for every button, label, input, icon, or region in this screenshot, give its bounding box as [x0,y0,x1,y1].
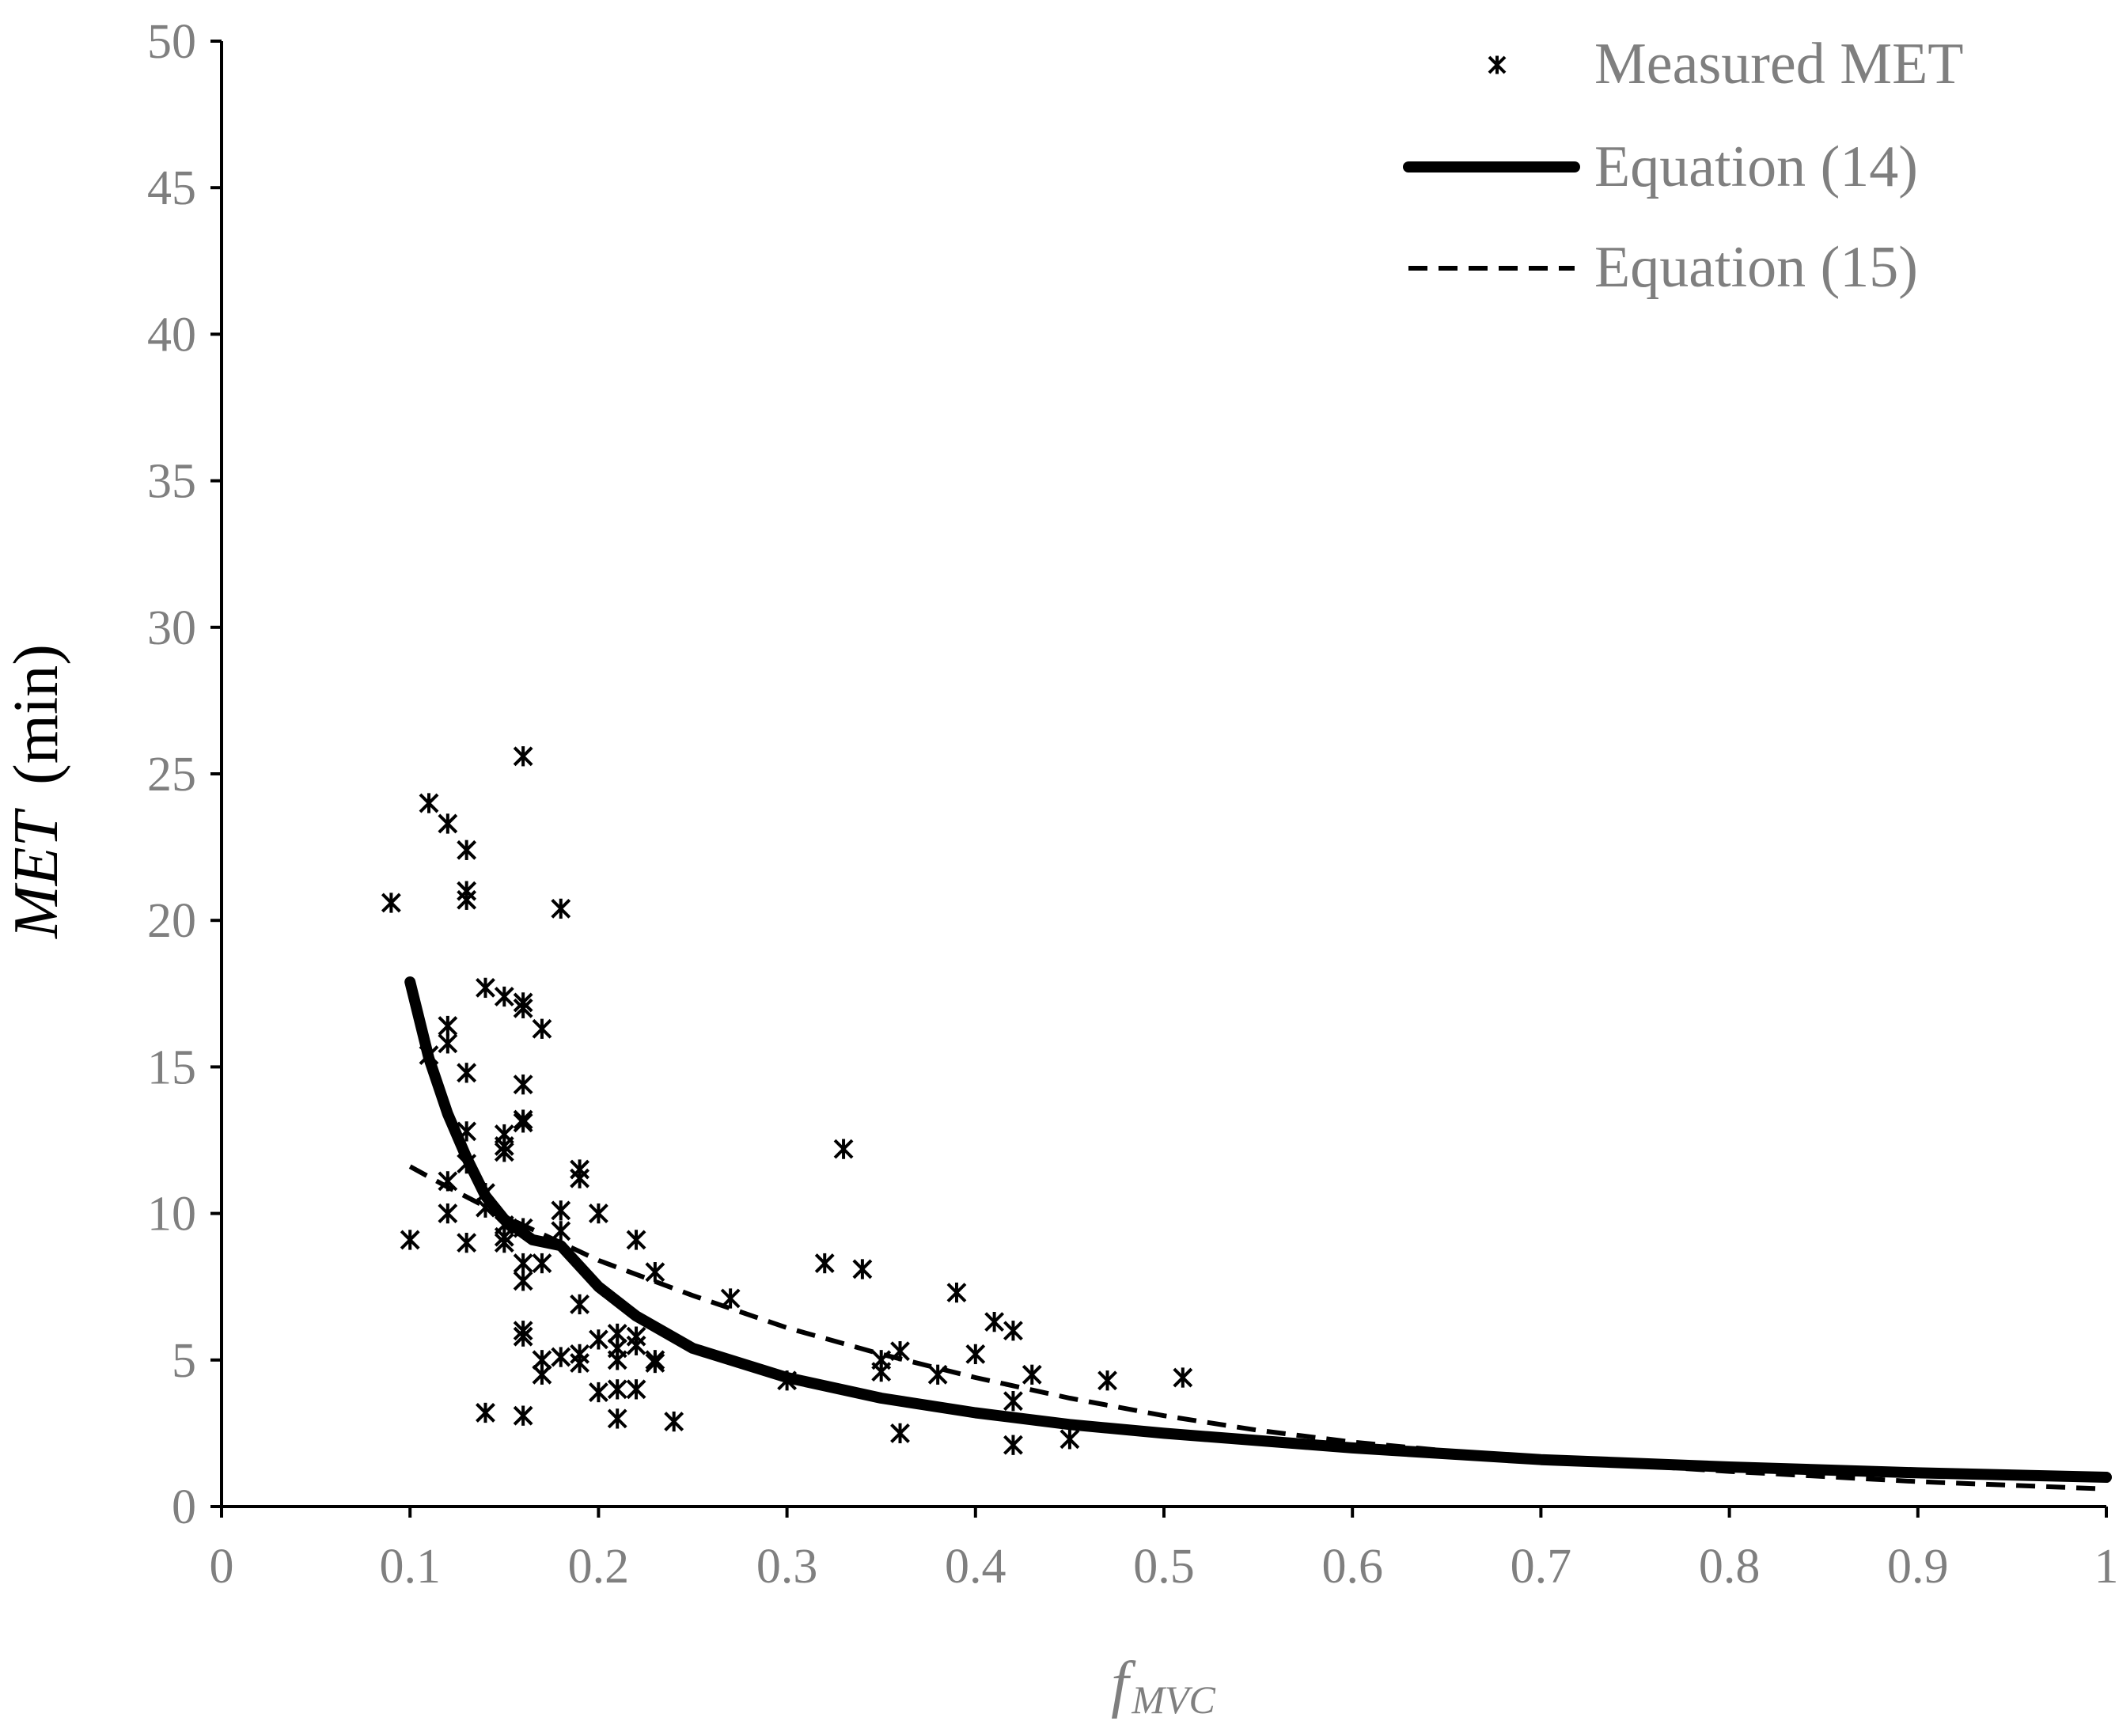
data-point [532,1018,552,1039]
x-tick-label: 0.7 [1511,1540,1572,1594]
data-point [457,1063,477,1083]
data-point [457,1232,477,1253]
data-point [588,1203,608,1224]
data-point [871,1361,892,1382]
y-tick-label: 5 [172,1334,196,1388]
data-point [494,1232,514,1253]
data-point [513,1253,533,1274]
data-point [532,1364,552,1385]
x-tick-label: 0.1 [379,1540,441,1594]
x-tick-label: 1 [2094,1540,2119,1594]
y-tick-label: 40 [147,308,196,362]
legend-asterisk-icon [1488,55,1507,74]
data-point [626,1335,646,1355]
data-point [513,998,533,1018]
y-tick-label: 30 [147,601,196,655]
data-point [419,793,439,813]
data-point [833,1139,854,1159]
data-point [570,1168,589,1188]
y-axis-title: MET (min) [2,644,71,939]
data-point [890,1423,910,1444]
measured-met-markers [381,746,1193,1455]
y-tick-label: 25 [147,748,196,802]
data-point [513,746,533,767]
y-tick-label: 15 [147,1040,196,1094]
data-point [814,1253,835,1274]
x-tick-label: 0.2 [568,1540,630,1594]
x-tick-label: 0.5 [1133,1540,1195,1594]
data-point [1097,1370,1117,1391]
data-point [438,813,458,834]
x-tick-label: 0.9 [1887,1540,1949,1594]
data-point [607,1379,627,1400]
x-tick-label: 0.6 [1321,1540,1383,1594]
legend: Measured MET Equation (14) Equation (15) [1403,32,1963,300]
legend-marker-asterisk [1488,55,1507,74]
data-point [1060,1429,1080,1450]
data-point [476,1402,495,1423]
data-point [1003,1321,1023,1341]
data-point [570,1294,589,1315]
data-point [946,1282,967,1303]
legend-label-measured: Measured MET [1594,32,1963,97]
x-tick-label: 0.3 [756,1540,818,1594]
data-point [607,1350,627,1370]
data-point [551,1221,571,1241]
data-point [513,1271,533,1291]
data-point [626,1379,646,1400]
data-point [588,1382,608,1403]
data-point [551,1347,571,1367]
x-axis-ticks: 0 0.1 0.2 0.3 0.4 0.5 0.6 0.7 0.8 0.9 1 [210,1507,2119,1594]
data-point [626,1230,646,1250]
data-point [513,1326,533,1347]
y-tick-label: 0 [172,1480,196,1534]
data-point [607,1408,627,1429]
y-tick-label: 20 [147,894,196,948]
data-point [570,1352,589,1374]
data-point [381,893,401,913]
equation-15-line [408,1164,2107,1492]
data-point [513,1112,533,1133]
data-point [1003,1435,1023,1455]
data-point [532,1253,552,1274]
data-point [476,977,495,999]
data-point [984,1311,1005,1332]
data-point [457,889,477,910]
data-point [513,1074,533,1095]
data-point [1022,1364,1042,1385]
x-tick-label: 0.8 [1699,1540,1761,1594]
y-tick-label: 35 [147,455,196,509]
data-point [965,1344,986,1365]
y-tick-label: 50 [147,15,196,69]
data-point [438,1203,458,1224]
y-tick-label: 45 [147,161,196,215]
x-tick-label: 0 [210,1540,234,1594]
legend-label-equation-14: Equation (14) [1594,135,1918,199]
data-point [551,1200,571,1221]
y-axis-ticks: 0 5 10 15 20 25 30 35 40 45 50 [147,15,222,1534]
data-point [852,1259,873,1279]
data-point [1173,1367,1193,1388]
data-point [664,1411,684,1432]
data-point [457,840,477,860]
data-point [438,1033,458,1054]
y-tick-label: 10 [147,1188,196,1241]
data-point [645,1262,665,1283]
data-point [588,1329,608,1350]
data-point [551,898,571,919]
data-point [400,1230,420,1250]
data-point [438,1015,458,1037]
data-point [645,1352,665,1374]
data-point [494,1142,514,1162]
x-tick-label: 0.4 [945,1540,1006,1594]
data-point [1003,1391,1023,1412]
legend-label-equation-15: Equation (15) [1594,235,1918,300]
data-point [513,1405,533,1426]
data-point [494,986,514,1007]
